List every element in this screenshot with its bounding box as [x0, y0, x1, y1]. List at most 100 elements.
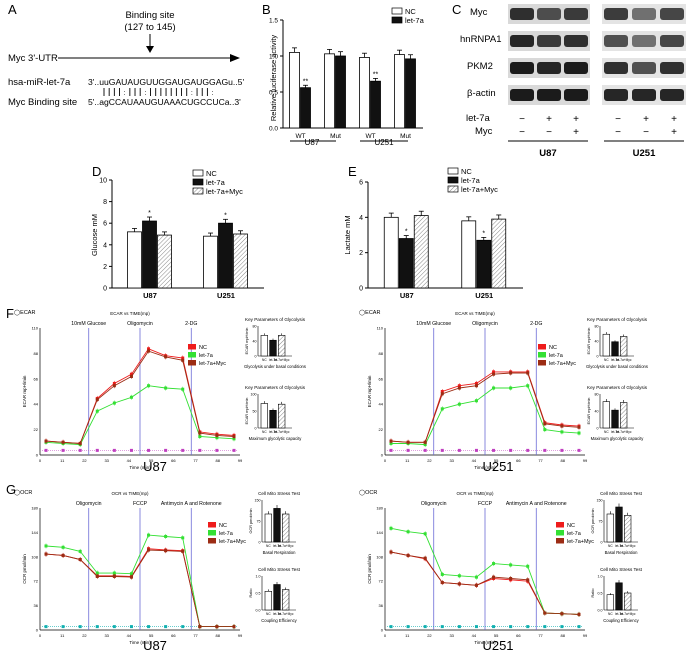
- series-point: [406, 530, 410, 534]
- injection-label: Antimycin A and Rotenone: [161, 501, 222, 507]
- panel-b-ylabel: Relative luciferase activity: [269, 35, 278, 122]
- series-point: [543, 428, 547, 432]
- significance-mark: **: [373, 71, 379, 78]
- legend-swatch: [538, 360, 546, 366]
- injection-label: FCCP: [478, 501, 493, 507]
- y-tick-label: 6: [359, 180, 363, 187]
- series-point: [232, 435, 236, 439]
- significance-mark: *: [405, 229, 408, 236]
- baseline-point: [95, 625, 99, 629]
- x-tick-label: 22: [82, 458, 87, 463]
- injection-label: 10mM Glucose: [71, 321, 106, 327]
- side-chart-title: Key Parameters of Glycolysis: [587, 385, 648, 390]
- side-x-tick: let-7a: [611, 358, 619, 362]
- category-label: Mut: [400, 133, 411, 140]
- series-point: [95, 409, 99, 413]
- side-bar: [624, 592, 632, 611]
- baseline-point: [181, 448, 185, 452]
- series-point: [440, 572, 444, 576]
- blot-band: [660, 8, 684, 20]
- baseline-point: [560, 448, 564, 452]
- blot-band: [604, 62, 628, 74]
- myc-site-label: Myc Binding site: [8, 97, 77, 108]
- series-point: [198, 431, 202, 435]
- base-pair-dot: :: [124, 90, 126, 97]
- side-bar: [620, 402, 628, 429]
- series-point: [406, 440, 410, 444]
- baseline-point: [406, 625, 410, 629]
- side-y-label: OCR pmol/min: [591, 509, 595, 534]
- series-point: [509, 371, 513, 375]
- side-y-tick: 0: [255, 354, 257, 358]
- x-tick-label: 77: [538, 458, 543, 463]
- x-tick-label: 88: [216, 633, 221, 638]
- legend-swatch: [391, 7, 403, 15]
- significance-mark: *: [482, 230, 485, 237]
- side-y-tick: 150: [597, 498, 603, 502]
- blot-sign-grid: − + + − + + − − + − − +: [519, 114, 677, 138]
- legend-label: NC: [405, 7, 416, 16]
- baseline-point: [61, 625, 65, 629]
- baseline-point: [492, 625, 496, 629]
- blot-band: [510, 35, 534, 47]
- side-chart-title: Cell Mito Stress Test: [258, 491, 301, 496]
- y-tick-label: 4: [103, 242, 107, 249]
- series-point: [526, 371, 530, 375]
- series-point: [406, 553, 410, 557]
- baseline-point: [61, 448, 65, 452]
- series-point: [474, 399, 478, 403]
- series-point: [492, 562, 496, 566]
- side-bar: [278, 335, 286, 357]
- side-bar: [282, 589, 290, 611]
- injection-label: FCCP: [133, 501, 148, 507]
- side-chart-title: Cell Mito Stress Test: [600, 567, 643, 572]
- bar-let-7a: [300, 87, 311, 129]
- blot-band: [604, 89, 628, 101]
- baseline-point: [509, 448, 513, 452]
- series-point: [147, 533, 151, 537]
- legend-swatch: [556, 522, 564, 528]
- panel-letter-f: F: [6, 306, 14, 321]
- y-tick-label: 144: [376, 530, 383, 535]
- series-point: [164, 355, 168, 359]
- side-x-label: Basal Respiration: [263, 550, 296, 555]
- side-bar: [273, 508, 281, 543]
- legend-label: let-7a: [405, 16, 425, 25]
- legend-label: NC: [549, 345, 557, 351]
- side-y-label: ECAR mpH/min: [587, 328, 591, 355]
- side-x-tick: let-7a+Myc: [620, 612, 636, 616]
- side-bar: [611, 341, 619, 357]
- injection-label: Oligomycin: [472, 321, 498, 327]
- y-tick-label: 180: [376, 506, 383, 511]
- y-tick-label: 36: [34, 603, 39, 608]
- side-y-tick: 40: [595, 409, 599, 413]
- x-tick-label: 55: [149, 633, 154, 638]
- side-x-label: Maximum glycolytic capacity: [249, 436, 303, 441]
- baseline-point: [147, 625, 151, 629]
- legend-label: let-7a+Myc: [219, 539, 246, 545]
- x-tick-label: 22: [427, 633, 432, 638]
- blot-cond-let7a: let-7a: [466, 113, 490, 124]
- legend-swatch: [188, 352, 196, 358]
- legend-swatch: [188, 344, 196, 350]
- side-x-tick: NC: [604, 358, 609, 362]
- legend-swatch: [447, 185, 459, 193]
- blot-sign: −: [615, 114, 621, 125]
- panel-g-charts: ◯OCR OCR vs TIME(mp) OCR pmol/min Time (min…: [14, 489, 643, 645]
- series-point: [526, 564, 530, 568]
- x-tick-label: 66: [171, 633, 176, 638]
- bar-let-7a: [405, 58, 416, 129]
- side-chart-title: Key Parameters of Glycolysis: [245, 317, 306, 322]
- x-tick-label: 33: [449, 633, 454, 638]
- legend-label: let-7a: [206, 178, 226, 187]
- panel-g-cell-u87: U87: [143, 638, 167, 653]
- series-point: [474, 583, 478, 587]
- y-axis-label: ECAR mpH/min: [367, 375, 372, 407]
- series-point: [129, 575, 133, 579]
- bar-NC: [289, 52, 300, 129]
- y-tick-label: 0.0: [269, 126, 278, 133]
- base-pair-dot: :: [212, 90, 214, 97]
- blot-band: [604, 35, 628, 47]
